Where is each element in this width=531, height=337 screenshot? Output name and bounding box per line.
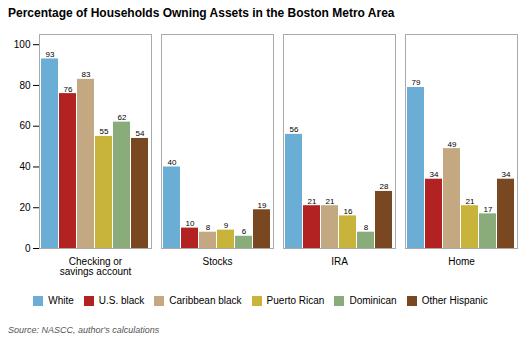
svg-text:8: 8 xyxy=(206,223,211,232)
svg-text:6: 6 xyxy=(242,227,247,236)
svg-text:60: 60 xyxy=(19,120,31,131)
html-text:Percentage of Households Ownin: Percentage of Households Owning Assets i… xyxy=(8,6,395,20)
svg-text:9: 9 xyxy=(224,221,229,230)
html-text:White: White xyxy=(48,295,74,306)
svg-text:IRA: IRA xyxy=(331,256,348,267)
svg-text:16: 16 xyxy=(344,207,353,216)
svg-text:34: 34 xyxy=(502,170,511,179)
svg-text:21: 21 xyxy=(466,197,475,206)
svg-text:17: 17 xyxy=(484,205,493,214)
svg-text:0: 0 xyxy=(25,243,31,254)
svg-text:21: 21 xyxy=(308,197,317,206)
svg-text:79: 79 xyxy=(412,78,421,87)
html-text:Other Hispanic: Other Hispanic xyxy=(421,295,488,306)
svg-text:8: 8 xyxy=(364,223,369,232)
svg-text:49: 49 xyxy=(448,140,457,149)
svg-text:10: 10 xyxy=(186,219,195,228)
svg-text:80: 80 xyxy=(19,80,31,91)
svg-text:76: 76 xyxy=(64,85,73,94)
svg-text:40: 40 xyxy=(168,158,177,167)
svg-text:34: 34 xyxy=(430,170,439,179)
svg-text:83: 83 xyxy=(82,70,91,79)
html-text:U.S. black: U.S. black xyxy=(98,295,145,306)
svg-text:100: 100 xyxy=(14,39,31,50)
html-text:Puerto Rican: Puerto Rican xyxy=(266,295,325,306)
html-text:Caribbean black: Caribbean black xyxy=(169,295,242,306)
svg-text:40: 40 xyxy=(19,161,31,172)
svg-text:Stocks: Stocks xyxy=(202,256,232,267)
svg-text:54: 54 xyxy=(136,129,145,138)
html-text:Dominican: Dominican xyxy=(349,295,397,306)
svg-text:93: 93 xyxy=(46,50,55,59)
svg-text:55: 55 xyxy=(100,127,109,136)
svg-text:62: 62 xyxy=(118,113,127,122)
svg-text:Checking orsavings account: Checking orsavings account xyxy=(60,256,132,277)
svg-text:Home: Home xyxy=(448,256,475,267)
svg-text:21: 21 xyxy=(326,197,335,206)
svg-text:28: 28 xyxy=(380,182,389,191)
svg-text:19: 19 xyxy=(258,201,267,210)
svg-text:56: 56 xyxy=(290,125,299,134)
svg-text:20: 20 xyxy=(19,202,31,213)
html-text:Source: NASCC, author's calcul: Source: NASCC, author's calculations xyxy=(8,325,160,335)
